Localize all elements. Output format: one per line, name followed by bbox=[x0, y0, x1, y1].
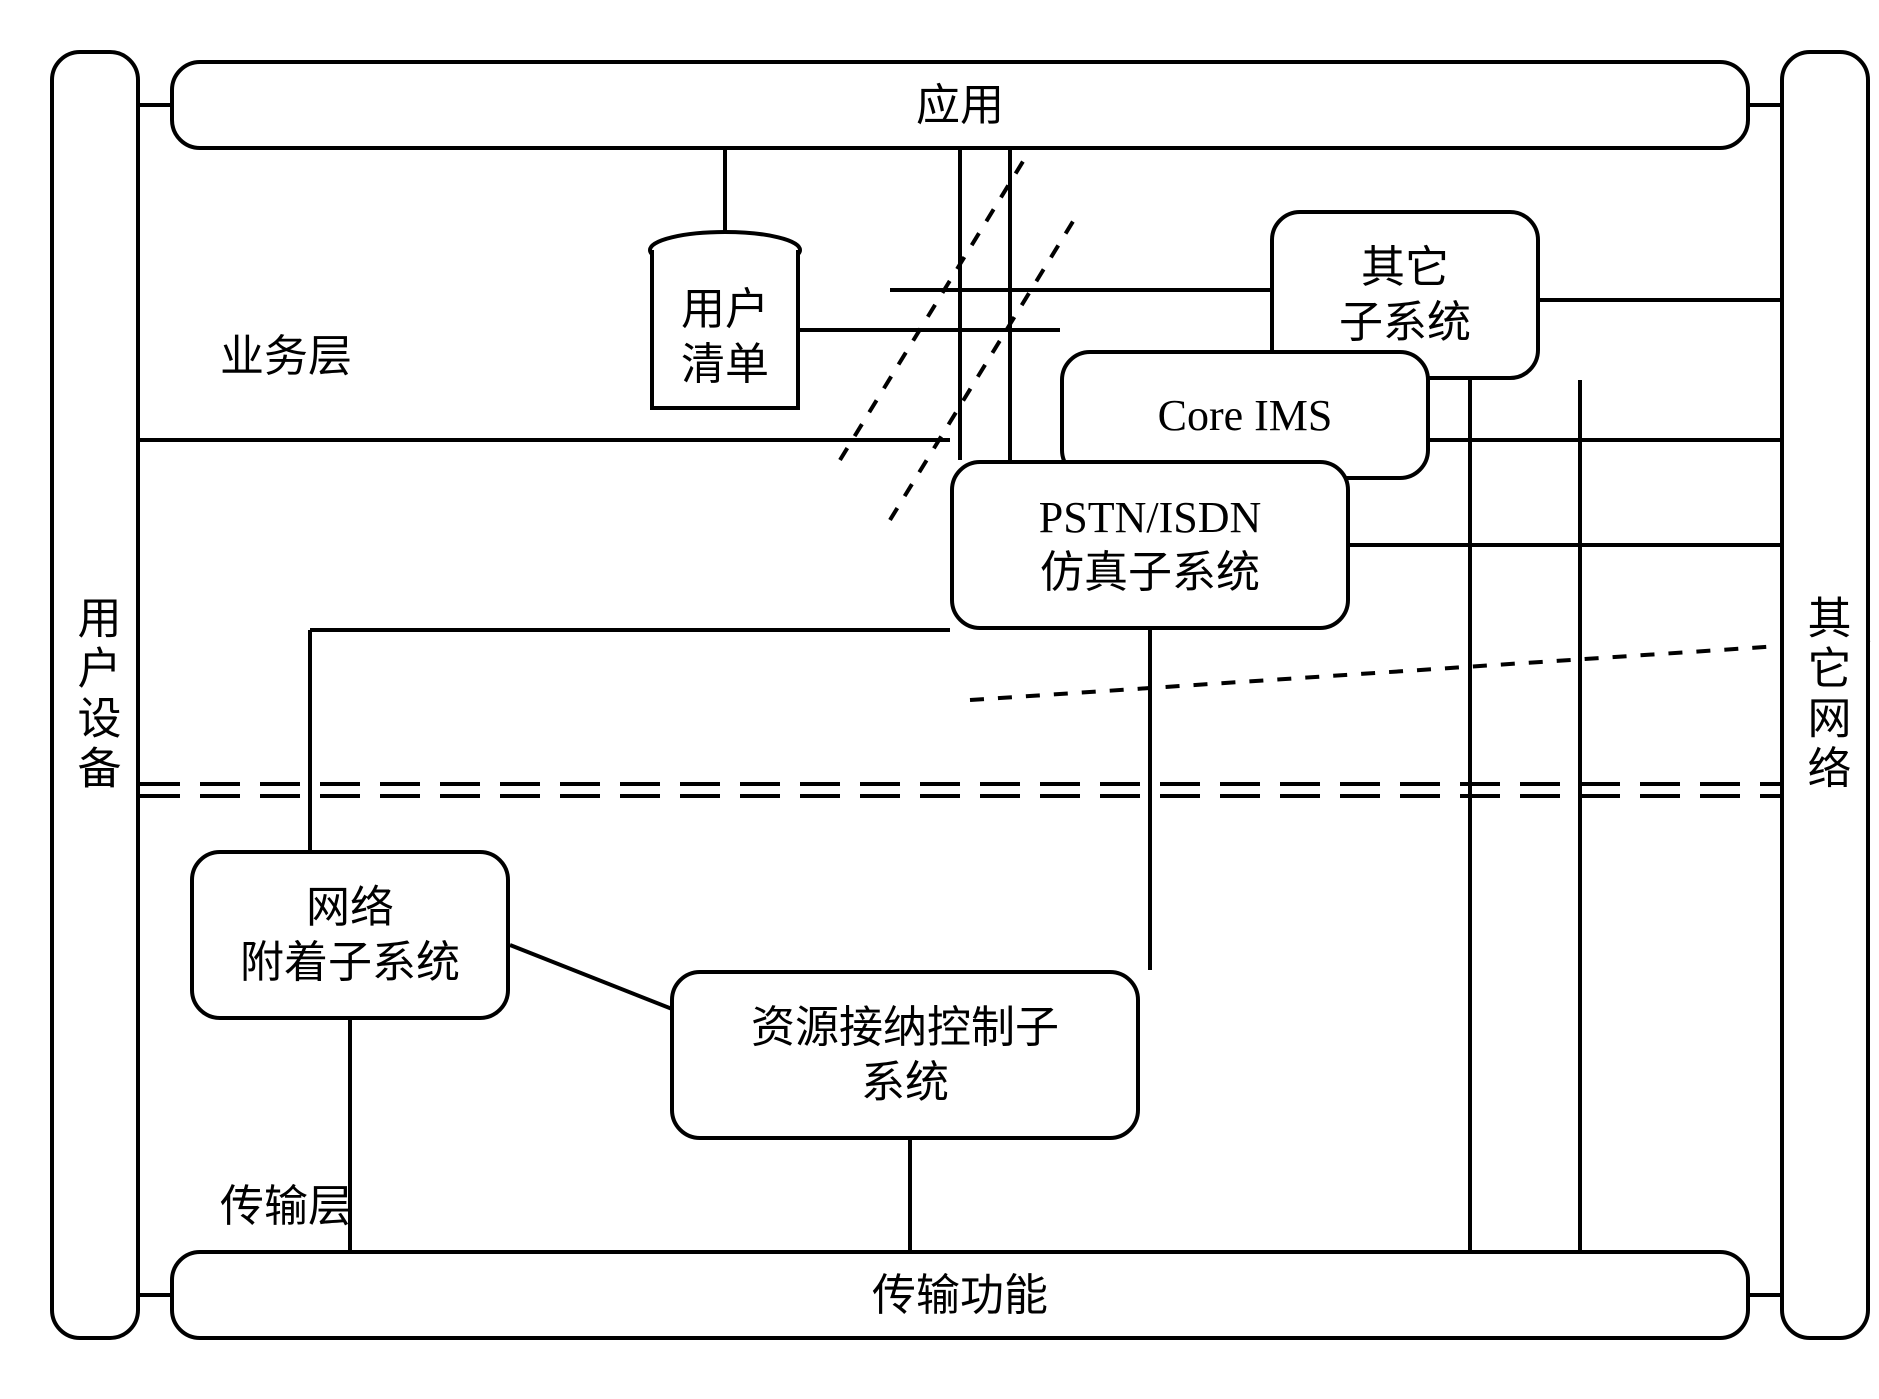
racs-label: 资源接纳控制子 系统 bbox=[751, 1000, 1059, 1110]
pstn-label: PSTN/ISDN 仿真子系统 bbox=[1039, 490, 1262, 600]
diagram-canvas: 用户设备 其它网络 应用传输功能 其它 子系统Core IMS PSTN/ISDN 仿真… bbox=[20, 20, 1879, 1379]
racs-box: 资源接纳控制子 系统 bbox=[670, 970, 1140, 1140]
other_network-label: 其它网络 bbox=[1798, 595, 1853, 795]
nass-box: 网络 附着子系统 bbox=[190, 850, 510, 1020]
user_device-label: 用户设备 bbox=[68, 595, 123, 795]
transport_layer-label: 传输层 bbox=[220, 1170, 352, 1234]
service_layer-label: 业务层 bbox=[220, 320, 352, 384]
user_list-box: 用户 清单 bbox=[650, 250, 800, 410]
transport_fn-box: 传输功能 bbox=[170, 1250, 1750, 1340]
pstn-box: PSTN/ISDN 仿真子系统 bbox=[950, 460, 1350, 630]
user_list-label: 用户 清单 bbox=[681, 282, 769, 392]
transport_fn-label: 传输功能 bbox=[872, 1268, 1048, 1323]
other_network-box: 其它网络 bbox=[1780, 50, 1870, 1340]
core_ims-label: Core IMS bbox=[1158, 388, 1333, 443]
other_sub-label: 其它 子系统 bbox=[1339, 240, 1471, 350]
user_device-box: 用户设备 bbox=[50, 50, 140, 1340]
nass-label: 网络 附着子系统 bbox=[240, 880, 460, 990]
application-label: 应用 bbox=[916, 78, 1004, 133]
application-box: 应用 bbox=[170, 60, 1750, 150]
